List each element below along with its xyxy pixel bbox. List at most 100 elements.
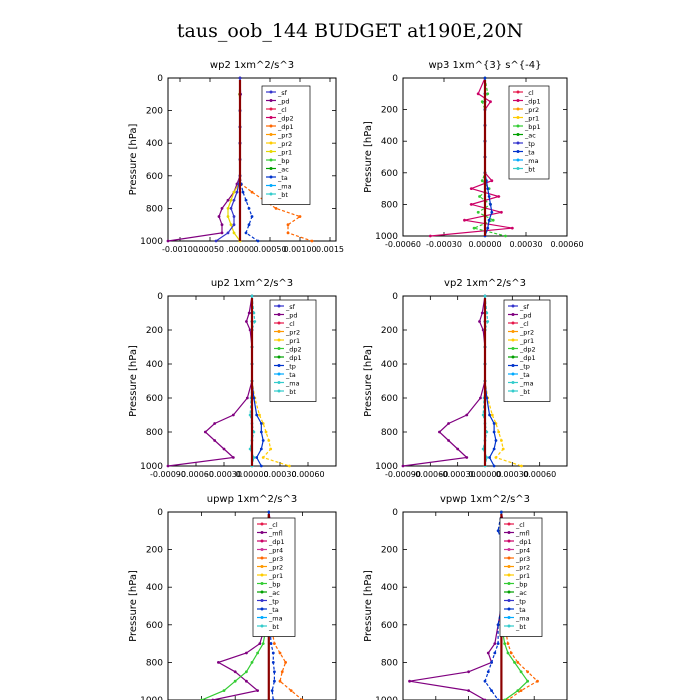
y-tick-label: 200 — [146, 326, 163, 336]
legend-label: _ac — [277, 166, 289, 174]
y-tick-label: 400 — [381, 137, 398, 147]
profile-point — [481, 413, 485, 417]
profile-point — [245, 651, 248, 655]
profile-point — [255, 456, 259, 459]
legend-label: _dp1 — [277, 123, 294, 131]
plot-frame — [167, 511, 337, 700]
x-tick-label: 0.00030 — [509, 240, 542, 249]
profile-point — [166, 464, 170, 468]
legend-marker — [507, 539, 511, 543]
legend-label: _tp — [268, 598, 279, 606]
legend-label: _dp1 — [524, 98, 541, 106]
legend-marker — [516, 158, 520, 162]
profile-point — [273, 642, 276, 645]
profile-point — [494, 456, 498, 459]
profile-point — [248, 447, 252, 451]
profile-point — [245, 679, 248, 683]
legend-label: _bp1 — [524, 123, 541, 131]
y-tick-label: 800 — [146, 658, 163, 668]
y-tick-label: 400 — [381, 583, 398, 593]
legend-marker — [516, 90, 520, 94]
profile-point — [232, 190, 236, 194]
y-axis-label: Pressure [hPa] — [363, 345, 374, 417]
legend-label: _cl — [524, 89, 534, 97]
legend-label: _mfl — [268, 530, 283, 538]
profile-point — [231, 413, 235, 417]
legend-label: _tp — [515, 598, 526, 606]
legend-label: _pr3 — [515, 555, 530, 563]
plot-frame — [167, 77, 337, 242]
profile-point — [478, 320, 481, 323]
y-tick-label: 800 — [381, 200, 398, 210]
profile-point — [213, 439, 217, 442]
profile-point — [496, 529, 500, 533]
profile-point — [486, 187, 490, 191]
y-tick-label: 1000 — [140, 237, 163, 247]
profile-point — [490, 661, 493, 664]
legend-label: _pr2 — [277, 140, 292, 148]
x-tick-label: 0.00030 — [496, 470, 529, 479]
x-tick-label: 0.00000 — [468, 240, 501, 249]
legend-label: _bt — [524, 166, 535, 174]
x-tick-label: -0.00100 — [162, 245, 198, 254]
y-axis-label: Pressure [hPa] — [128, 345, 139, 417]
legend-marker — [511, 338, 515, 342]
x-tick-label: 0.00060 — [523, 470, 556, 479]
profile-point — [220, 207, 224, 210]
profile-point — [493, 642, 497, 645]
profile-point — [491, 218, 495, 222]
legend-label: _pr4 — [268, 547, 283, 555]
legend-label: _dp2 — [277, 115, 294, 123]
legend-label: _mfl — [515, 530, 530, 538]
profile-point — [252, 456, 256, 459]
profile-point — [226, 215, 230, 218]
profile-point — [483, 76, 487, 80]
profile-point — [245, 670, 248, 674]
legend-marker — [269, 99, 273, 102]
legend-label: _pr1 — [519, 337, 534, 345]
profile-point — [513, 661, 516, 664]
profile-point — [238, 76, 242, 80]
profile-point — [476, 210, 480, 214]
profile-point — [235, 190, 239, 194]
legend-marker — [507, 522, 511, 526]
profile-point — [229, 223, 233, 227]
legend-label: _sf — [277, 89, 288, 97]
profile-point — [245, 396, 249, 400]
legend-marker — [277, 321, 281, 325]
legend-marker — [269, 116, 273, 119]
profile-point — [280, 670, 284, 674]
profile-point — [286, 223, 290, 227]
y-tick-label: 1000 — [375, 696, 398, 700]
legend-label: _bt — [277, 191, 288, 199]
legend-label: _bt — [515, 623, 526, 631]
x-tick-label: 0.00100 — [283, 245, 316, 254]
y-tick-label: 200 — [146, 546, 163, 556]
profile-point — [438, 430, 441, 434]
legend-marker — [507, 548, 511, 551]
profile-point — [492, 464, 496, 468]
legend-label: _ma — [515, 615, 530, 623]
profile-point — [267, 439, 271, 442]
legend-label: _bp — [277, 157, 290, 165]
profile-point — [270, 689, 274, 692]
profile-point — [278, 679, 282, 683]
profile-point — [486, 670, 490, 674]
profile-point — [222, 689, 226, 692]
profile-point — [232, 231, 236, 235]
legend-box — [508, 85, 550, 180]
legend-label: _sf — [285, 303, 296, 311]
legend-label: _ta — [515, 606, 526, 614]
y-tick-label: 800 — [146, 428, 163, 438]
legend-label: _bp — [515, 581, 528, 589]
legend-label: _dp1 — [519, 354, 536, 362]
profile-point — [480, 100, 484, 104]
y-tick-label: 1000 — [375, 462, 398, 472]
panel-5: upwp 1xm^2/s^302004006008001000-0.00060-… — [128, 494, 337, 700]
profile-point — [259, 430, 263, 434]
legend-marker — [260, 616, 264, 619]
x-tick-label: 0.00000 — [235, 470, 268, 479]
profile-point — [536, 679, 539, 683]
profile-point — [488, 456, 491, 459]
y-tick-label: 800 — [146, 204, 163, 214]
